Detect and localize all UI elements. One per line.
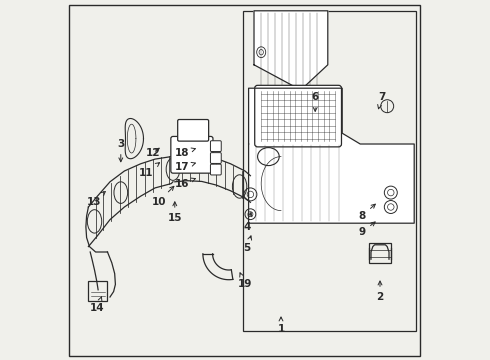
Text: 6: 6 <box>312 92 319 111</box>
Text: 16: 16 <box>175 178 196 189</box>
FancyBboxPatch shape <box>255 85 342 147</box>
Text: 11: 11 <box>139 163 160 178</box>
Text: 1: 1 <box>277 317 285 334</box>
Text: 19: 19 <box>238 273 252 289</box>
Text: 15: 15 <box>168 202 182 223</box>
FancyBboxPatch shape <box>210 153 221 163</box>
Polygon shape <box>248 88 414 223</box>
FancyBboxPatch shape <box>178 120 209 141</box>
FancyBboxPatch shape <box>171 136 213 173</box>
Text: 7: 7 <box>378 92 386 109</box>
Text: 17: 17 <box>175 162 196 172</box>
Text: 5: 5 <box>243 236 251 253</box>
Text: 14: 14 <box>90 297 105 313</box>
FancyBboxPatch shape <box>210 164 221 175</box>
Bar <box>243 11 416 331</box>
Polygon shape <box>254 11 328 90</box>
Text: 9: 9 <box>359 222 375 237</box>
Text: 13: 13 <box>87 192 105 207</box>
FancyBboxPatch shape <box>210 141 221 152</box>
Bar <box>369 243 391 263</box>
Text: 18: 18 <box>175 148 196 158</box>
Text: 10: 10 <box>151 186 174 207</box>
Text: 2: 2 <box>376 281 384 302</box>
Bar <box>88 281 107 301</box>
Text: 4: 4 <box>243 212 252 232</box>
Text: 12: 12 <box>146 148 160 158</box>
Text: 3: 3 <box>117 139 124 162</box>
Text: 8: 8 <box>358 204 375 221</box>
